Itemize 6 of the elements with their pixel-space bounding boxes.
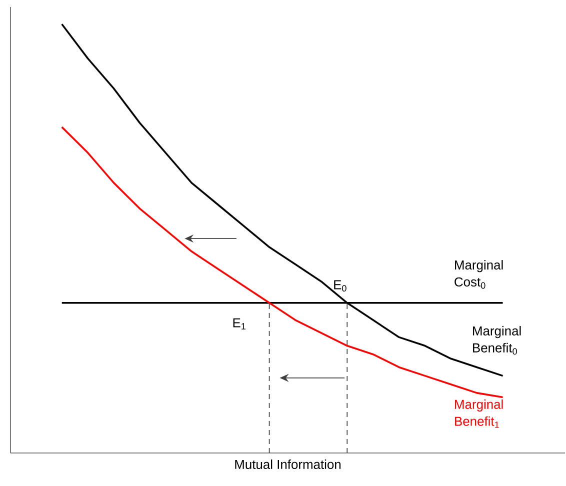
- x-axis-title: Mutual Information: [235, 459, 341, 470]
- annotation: E$_{0}$: [334, 280, 346, 292]
- series-label: Marginal Cost$_{0}$: [454, 260, 503, 289]
- series-label: Marginal Benefit$_{1}$: [455, 399, 503, 428]
- series-label: Marginal Benefit$_{0}$: [473, 326, 521, 355]
- annotation: E$_{1}$: [233, 318, 246, 330]
